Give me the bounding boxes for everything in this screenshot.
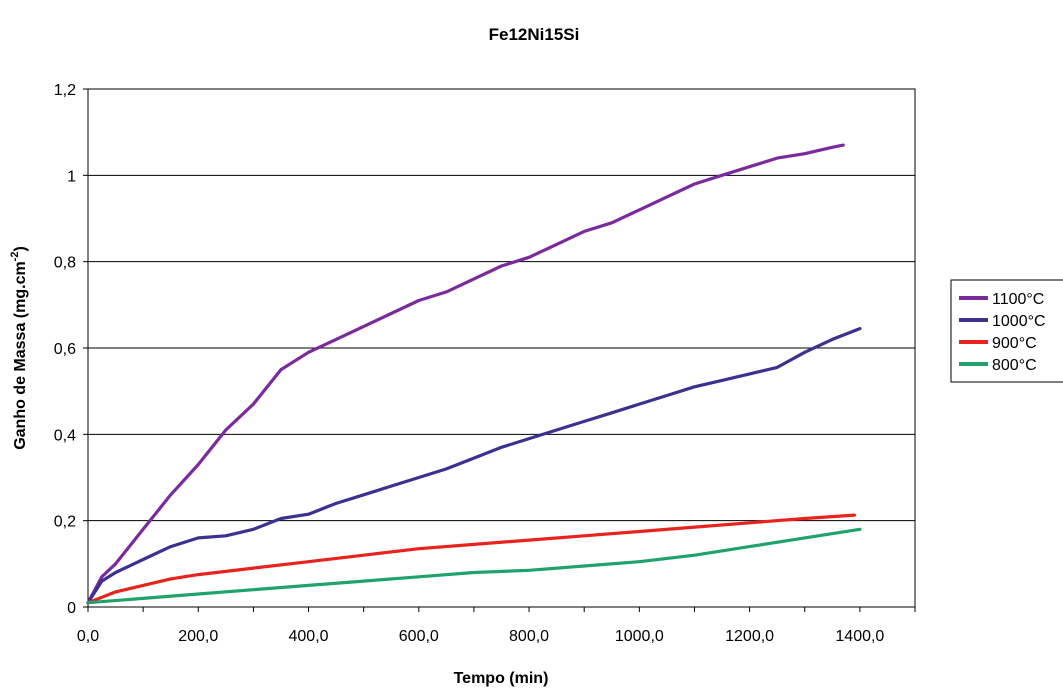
x-tick-label: 600,0 (399, 628, 439, 645)
x-tick-label: 0,0 (77, 628, 99, 645)
x-tick-label: 800,0 (509, 628, 549, 645)
legend-label: 1100°C (992, 291, 1044, 308)
y-tick-label: 1 (67, 168, 76, 185)
y-tick-label: 0,4 (54, 427, 76, 444)
x-axis-title: Tempo (min) (454, 670, 549, 687)
legend-label: 800°C (992, 357, 1037, 374)
x-tick-label: 1400,0 (835, 628, 884, 645)
y-axis-title-sup: -2 (9, 252, 21, 262)
y-axis-title-end: ) (12, 246, 29, 251)
y-tick-label: 0,2 (54, 514, 76, 531)
x-tick-label: 400,0 (289, 628, 329, 645)
x-tick-label: 200,0 (178, 628, 218, 645)
series-line-2 (86, 513, 857, 605)
series-line-0 (86, 143, 845, 605)
y-axis-title-main: Ganho de Massa (mg.cm (12, 261, 29, 450)
x-tick-label: 1000,0 (615, 628, 664, 645)
y-tick-label: 0,8 (54, 255, 76, 272)
series-line-1 (86, 327, 862, 605)
series-group (86, 143, 862, 605)
y-tick-label: 1,2 (54, 82, 76, 99)
grid-lines (88, 88, 915, 522)
series-line-3 (86, 527, 862, 605)
legend-label: 900°C (992, 335, 1037, 352)
x-tick-label: 1200,0 (725, 628, 774, 645)
y-tick-label: 0 (67, 600, 76, 617)
y-axis-title: Ganho de Massa (mg.cm-2) (9, 246, 29, 450)
y-tick-label: 0,6 (54, 341, 76, 358)
axes: 0 0,2 0,4 0,6 0,8 1 1,2 0,0 200,0 400,0 600,0 800,0… (54, 82, 916, 645)
legend-label: 1000°C (992, 313, 1046, 330)
legend: 1100°C 1000°C 900°C 800°C (959, 291, 1046, 374)
chart-title: Fe12Ni15Si (489, 25, 580, 44)
